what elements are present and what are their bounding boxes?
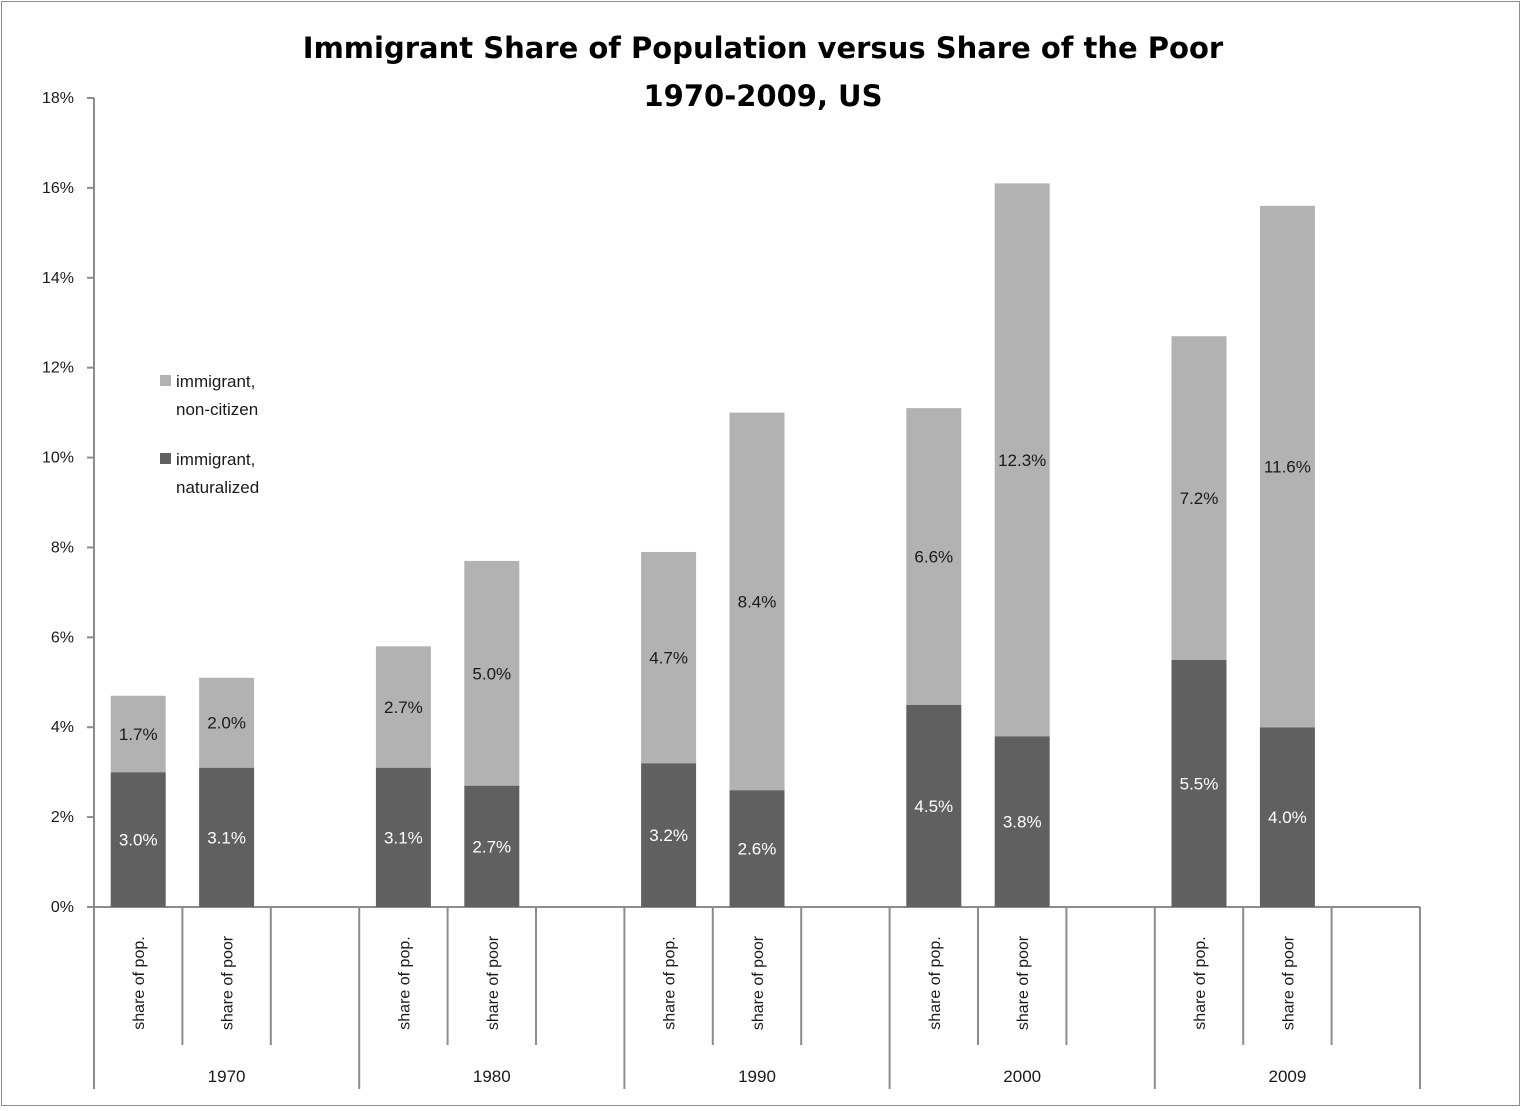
bar-naturalized — [1171, 659, 1227, 907]
legend-layer: immigrant, non-citizen immigrant, naturaliz… — [160, 372, 259, 497]
data-label-non-citizen: 1.7% — [119, 725, 158, 744]
bar-naturalized — [1259, 727, 1315, 907]
y-tick-label: 0% — [51, 899, 74, 916]
data-label-non-citizen: 6.6% — [914, 547, 953, 566]
data-label-naturalized: 3.1% — [207, 828, 246, 847]
bar-naturalized — [729, 790, 785, 907]
bar-non-citizen — [1259, 205, 1315, 728]
labels-layer: 3.0% 1.7% 3.1% 2.0% 3.1% 2.7% 2.7% 5.0% 3.2% 4.7%… — [119, 451, 1311, 859]
legend-swatch — [160, 453, 171, 464]
data-label-naturalized: 3.8% — [1003, 813, 1042, 832]
data-label-naturalized: 5.5% — [1180, 774, 1219, 793]
bar-non-citizen — [110, 695, 166, 773]
y-tick-label: 2% — [51, 809, 74, 826]
chart-subtitle: 1970-2009, US — [643, 79, 882, 113]
bar-naturalized — [906, 704, 962, 907]
data-label-non-citizen: 7.2% — [1180, 489, 1219, 508]
y-tick-label: 6% — [51, 629, 74, 646]
data-label-naturalized: 2.6% — [738, 840, 777, 859]
data-label-non-citizen: 2.0% — [207, 714, 246, 733]
x-group-label: 1970 — [208, 1067, 246, 1086]
y-tick-label: 8% — [51, 539, 74, 556]
data-label-naturalized: 3.0% — [119, 831, 158, 850]
bar-naturalized — [641, 763, 697, 907]
bar-naturalized — [199, 767, 255, 907]
data-label-naturalized: 2.7% — [472, 837, 511, 856]
data-label-non-citizen: 8.4% — [738, 592, 777, 611]
x-category-label: share of pop. — [396, 936, 413, 1029]
bar-naturalized — [375, 767, 431, 907]
bar-naturalized — [994, 736, 1050, 907]
legend-label: naturalized — [176, 478, 259, 497]
x-category-label: share of pop. — [662, 936, 679, 1029]
x-category-label: share of poor — [1015, 935, 1032, 1030]
legend-swatch — [160, 375, 171, 386]
axes-layer: 0% 2% 4% 6% 8% 10% 12% 14% 16% 18% share of pop. sh… — [42, 90, 1421, 1089]
y-tick-label: 4% — [51, 719, 74, 736]
bar-non-citizen — [464, 560, 520, 786]
bar-non-citizen — [199, 677, 255, 768]
data-label-naturalized: 4.0% — [1268, 808, 1307, 827]
data-label-non-citizen: 12.3% — [998, 451, 1046, 470]
bar-naturalized — [464, 785, 520, 907]
y-tick-label: 10% — [42, 450, 74, 467]
data-label-naturalized: 3.2% — [649, 826, 688, 845]
y-tick-label: 18% — [42, 90, 74, 107]
x-category-label: share of pop. — [1192, 936, 1209, 1029]
legend-label: non-citizen — [176, 400, 258, 419]
y-tick-label: 12% — [42, 360, 74, 377]
x-group-label: 2000 — [1003, 1067, 1041, 1086]
data-label-non-citizen: 4.7% — [649, 649, 688, 668]
x-group-label: 1990 — [738, 1067, 776, 1086]
bar-non-citizen — [1171, 336, 1227, 660]
bar-non-citizen — [375, 646, 431, 768]
data-label-non-citizen: 2.7% — [384, 698, 423, 717]
chart-title: Immigrant Share of Population versus Sha… — [303, 31, 1224, 65]
x-category-label: share of poor — [750, 935, 767, 1030]
x-group-label: 2009 — [1268, 1067, 1306, 1086]
data-label-naturalized: 4.5% — [914, 797, 953, 816]
legend-label: immigrant, — [176, 450, 255, 469]
bar-non-citizen — [729, 412, 785, 791]
data-label-non-citizen: 11.6% — [1264, 458, 1311, 477]
bar-naturalized — [110, 772, 166, 907]
y-tick-label: 16% — [42, 180, 74, 197]
data-label-naturalized: 3.1% — [384, 828, 423, 847]
bar-non-citizen — [906, 408, 962, 705]
x-category-label: share of poor — [1280, 935, 1297, 1030]
x-category-label: share of pop. — [927, 936, 944, 1029]
bar-non-citizen — [994, 183, 1050, 737]
x-category-label: share of pop. — [131, 936, 148, 1029]
data-label-non-citizen: 5.0% — [472, 664, 511, 683]
x-category-label: share of poor — [485, 935, 502, 1030]
bar-non-citizen — [641, 551, 697, 764]
x-category-label: share of poor — [220, 935, 237, 1030]
legend-label: immigrant, — [176, 372, 255, 391]
x-group-label: 1980 — [473, 1067, 511, 1086]
bars-layer — [110, 183, 1315, 907]
y-tick-label: 14% — [42, 270, 74, 287]
